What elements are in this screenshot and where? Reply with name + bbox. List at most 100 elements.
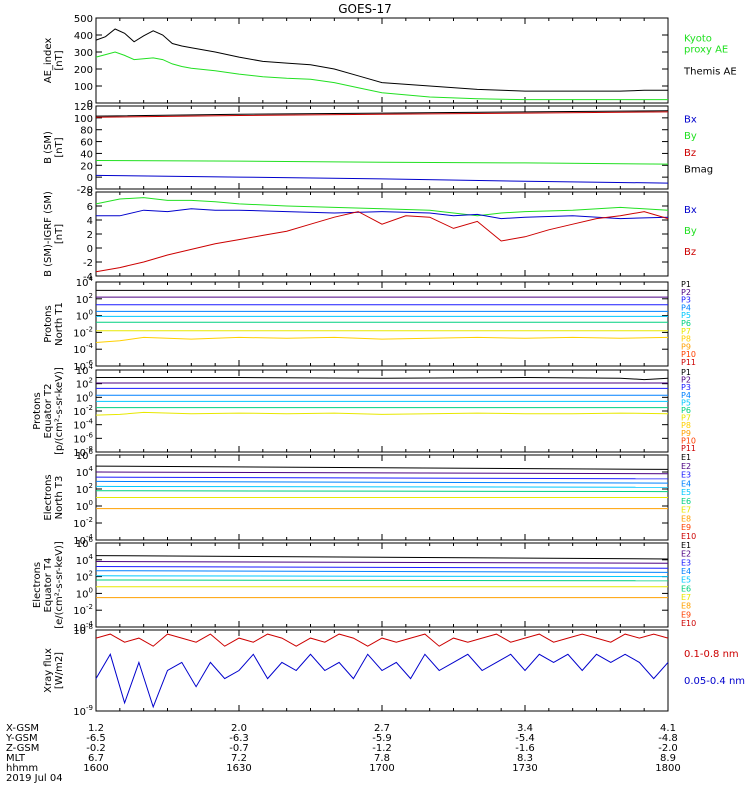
footer-row-label: 2019 Jul 04 [6, 773, 63, 784]
legend-entry: P8 [681, 335, 691, 344]
footer-value: 3.4 [517, 723, 533, 734]
legend-entry: E9 [681, 523, 691, 532]
y-tick-label: 40 [80, 149, 93, 160]
y-tick-label: -20 [77, 185, 93, 196]
series-line-e3 [95, 566, 669, 569]
y-tick-label: 2 [87, 230, 93, 241]
legend-entry: E9 [681, 610, 691, 619]
footer-value: 1600 [83, 763, 108, 774]
legend-entry: P2 [681, 376, 691, 385]
legend-entry: P1 [681, 280, 691, 289]
legend-entry: E1 [681, 453, 691, 462]
footer-row-label: Y-GSM [5, 733, 38, 744]
footer-value: -6.3 [229, 733, 249, 744]
y-axis-label: AE_index[nT] [43, 38, 65, 84]
legend-entry: E3 [681, 471, 691, 480]
footer-value: 1.2 [88, 723, 104, 734]
y-tick-label: 102 [76, 482, 93, 496]
legend-entry: E5 [681, 576, 691, 585]
y-tick-label: 100 [74, 82, 93, 93]
legend-entry: P7 [681, 414, 691, 423]
y-tick-label: 200 [74, 65, 93, 76]
y-axis-label: ProtonsNorth T1 [43, 302, 65, 346]
footer-row-label: Z-GSM [6, 743, 39, 754]
legend-entry: Bx [684, 115, 697, 126]
series-line-e2 [95, 471, 669, 475]
series-line-bz [95, 211, 669, 273]
footer-value: -5.9 [372, 733, 392, 744]
footer-value: -5.4 [515, 733, 535, 744]
legend-entry: E8 [681, 514, 691, 523]
series-line-p1 [96, 376, 669, 381]
y-tick-label: 0 [87, 99, 93, 110]
y-tick-label: 100 [76, 390, 93, 404]
series-line-p8 [95, 336, 669, 343]
footer-value: 8.3 [517, 753, 533, 764]
footer-value: 1700 [369, 763, 394, 774]
legend-entry: Bx [684, 205, 697, 216]
legend-entry: E4 [681, 567, 691, 576]
series-line-e6 [95, 579, 669, 582]
y-tick-label: 10-4 [73, 418, 93, 432]
legend-entry: E3 [681, 558, 691, 567]
y-tick-label: 4 [87, 216, 93, 227]
y-tick-label: 0 [87, 244, 93, 255]
series-line-e5 [95, 575, 669, 578]
series-line-kyoto-proxy-ae [95, 51, 668, 101]
y-tick-label: 10-9 [73, 704, 93, 718]
footer-value: 4.1 [660, 723, 676, 734]
legend-entry: E7 [681, 593, 691, 602]
legend-entry: P2 [681, 288, 691, 297]
footer-value: 1730 [512, 763, 537, 774]
footer-value: 6.7 [88, 753, 104, 764]
panel-frame [95, 281, 669, 367]
y-tick-label: 20 [80, 161, 93, 172]
series-line-e5 [95, 485, 669, 488]
y-tick-label: 10-2 [73, 325, 93, 339]
y-tick-label: 100 [76, 499, 93, 513]
footer-value: 7.2 [231, 753, 247, 764]
legend-entry: P5 [681, 398, 691, 407]
y-tick-label: 100 [76, 586, 93, 600]
legend-entry: E10 [681, 532, 696, 541]
series-line-0-05-0-4-nm [95, 653, 669, 709]
series-line-by [95, 197, 669, 217]
series-line-0-1-0-8-nm [95, 633, 669, 647]
series-line-bx [95, 174, 669, 184]
series-line-p7 [95, 411, 669, 416]
y-tick-label: 104 [76, 363, 94, 377]
footer-value: 2.7 [374, 723, 390, 734]
footer-value: -6.5 [86, 733, 106, 744]
footer-value: 7.8 [374, 753, 390, 764]
y-tick-label: 106 [76, 448, 94, 462]
legend-entry: P11 [681, 358, 696, 367]
legend-entry: By [684, 131, 697, 142]
legend-entry: Bz [684, 247, 696, 258]
y-tick-label: 10-8 [73, 623, 93, 637]
legend-entry: P7 [681, 327, 691, 336]
y-tick-label: 400 [74, 31, 93, 42]
y-tick-label: 10-6 [73, 431, 93, 445]
legend-entry: 0.1-0.8 nm [684, 649, 739, 660]
y-tick-label: -2 [83, 258, 93, 269]
series-line-by [95, 160, 669, 165]
legend-entry: P10 [681, 350, 696, 359]
legend-entry: Bmag [684, 164, 713, 175]
series-line-bz [95, 111, 669, 118]
legend-entry: P1 [681, 368, 691, 377]
series-line-e1 [95, 555, 669, 560]
legend-entry: P6 [681, 319, 691, 328]
legend-entry: P10 [681, 436, 696, 445]
panel-frame [95, 17, 669, 104]
legend-entry: P3 [681, 296, 691, 305]
legend-entry: E10 [681, 619, 696, 628]
footer-value: -4.8 [658, 733, 678, 744]
y-tick-label: 10-2 [73, 404, 93, 418]
series-line-bmag [95, 110, 669, 117]
footer-value: -2.0 [658, 743, 678, 754]
